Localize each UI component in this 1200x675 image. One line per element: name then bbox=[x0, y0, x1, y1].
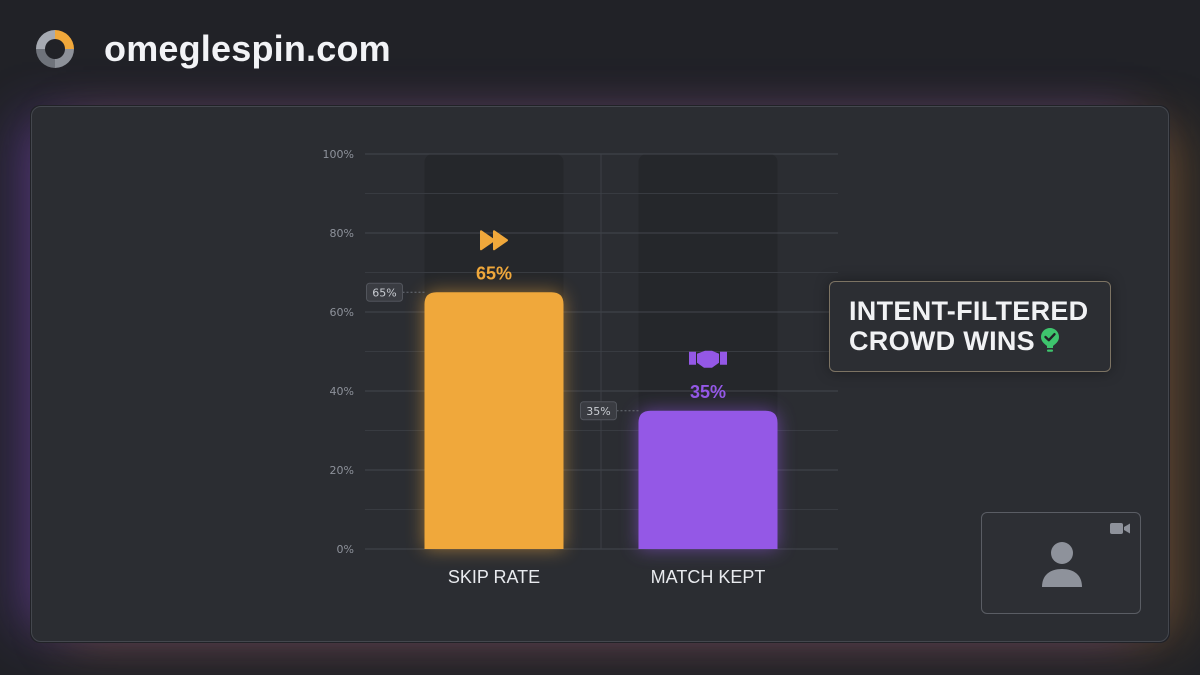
callout-line-2-text: CROWD WINS bbox=[849, 326, 1035, 356]
marker-pill-label: 65% bbox=[372, 286, 396, 299]
y-tick-label: 40% bbox=[330, 385, 354, 398]
site-header: omeglespin.com bbox=[28, 22, 391, 76]
marker-pill bbox=[366, 282, 403, 302]
y-tick-label: 0% bbox=[337, 543, 354, 556]
check-shield-icon bbox=[1040, 328, 1059, 352]
handshake-icon bbox=[689, 350, 727, 368]
category-label: SKIP RATE bbox=[448, 567, 540, 587]
y-tick-label: 80% bbox=[330, 227, 354, 240]
intent-callout: INTENT-FILTERED CROWD WINS bbox=[829, 281, 1111, 372]
person-icon bbox=[1042, 542, 1082, 587]
y-tick-label: 100% bbox=[323, 148, 354, 161]
site-name: omeglespin.com bbox=[104, 28, 391, 69]
marker-pill-label: 35% bbox=[586, 405, 610, 418]
fast-forward-icon bbox=[480, 230, 508, 251]
chart-panel bbox=[31, 106, 1169, 642]
bar[interactable] bbox=[424, 292, 564, 549]
marker-pill bbox=[580, 401, 617, 421]
spin-logo-icon bbox=[36, 30, 74, 68]
bar-value-label: 65% bbox=[476, 263, 512, 283]
bar[interactable] bbox=[638, 410, 778, 549]
callout-line-2: CROWD WINS bbox=[849, 326, 1110, 356]
y-tick-label: 60% bbox=[330, 306, 354, 319]
bar-value-label: 35% bbox=[690, 382, 726, 402]
y-tick-label: 20% bbox=[330, 464, 354, 477]
category-label: MATCH KEPT bbox=[651, 567, 766, 587]
video-tile[interactable] bbox=[981, 512, 1141, 614]
callout-line-1: INTENT-FILTERED bbox=[849, 296, 1089, 326]
video-camera-icon bbox=[1110, 523, 1130, 534]
